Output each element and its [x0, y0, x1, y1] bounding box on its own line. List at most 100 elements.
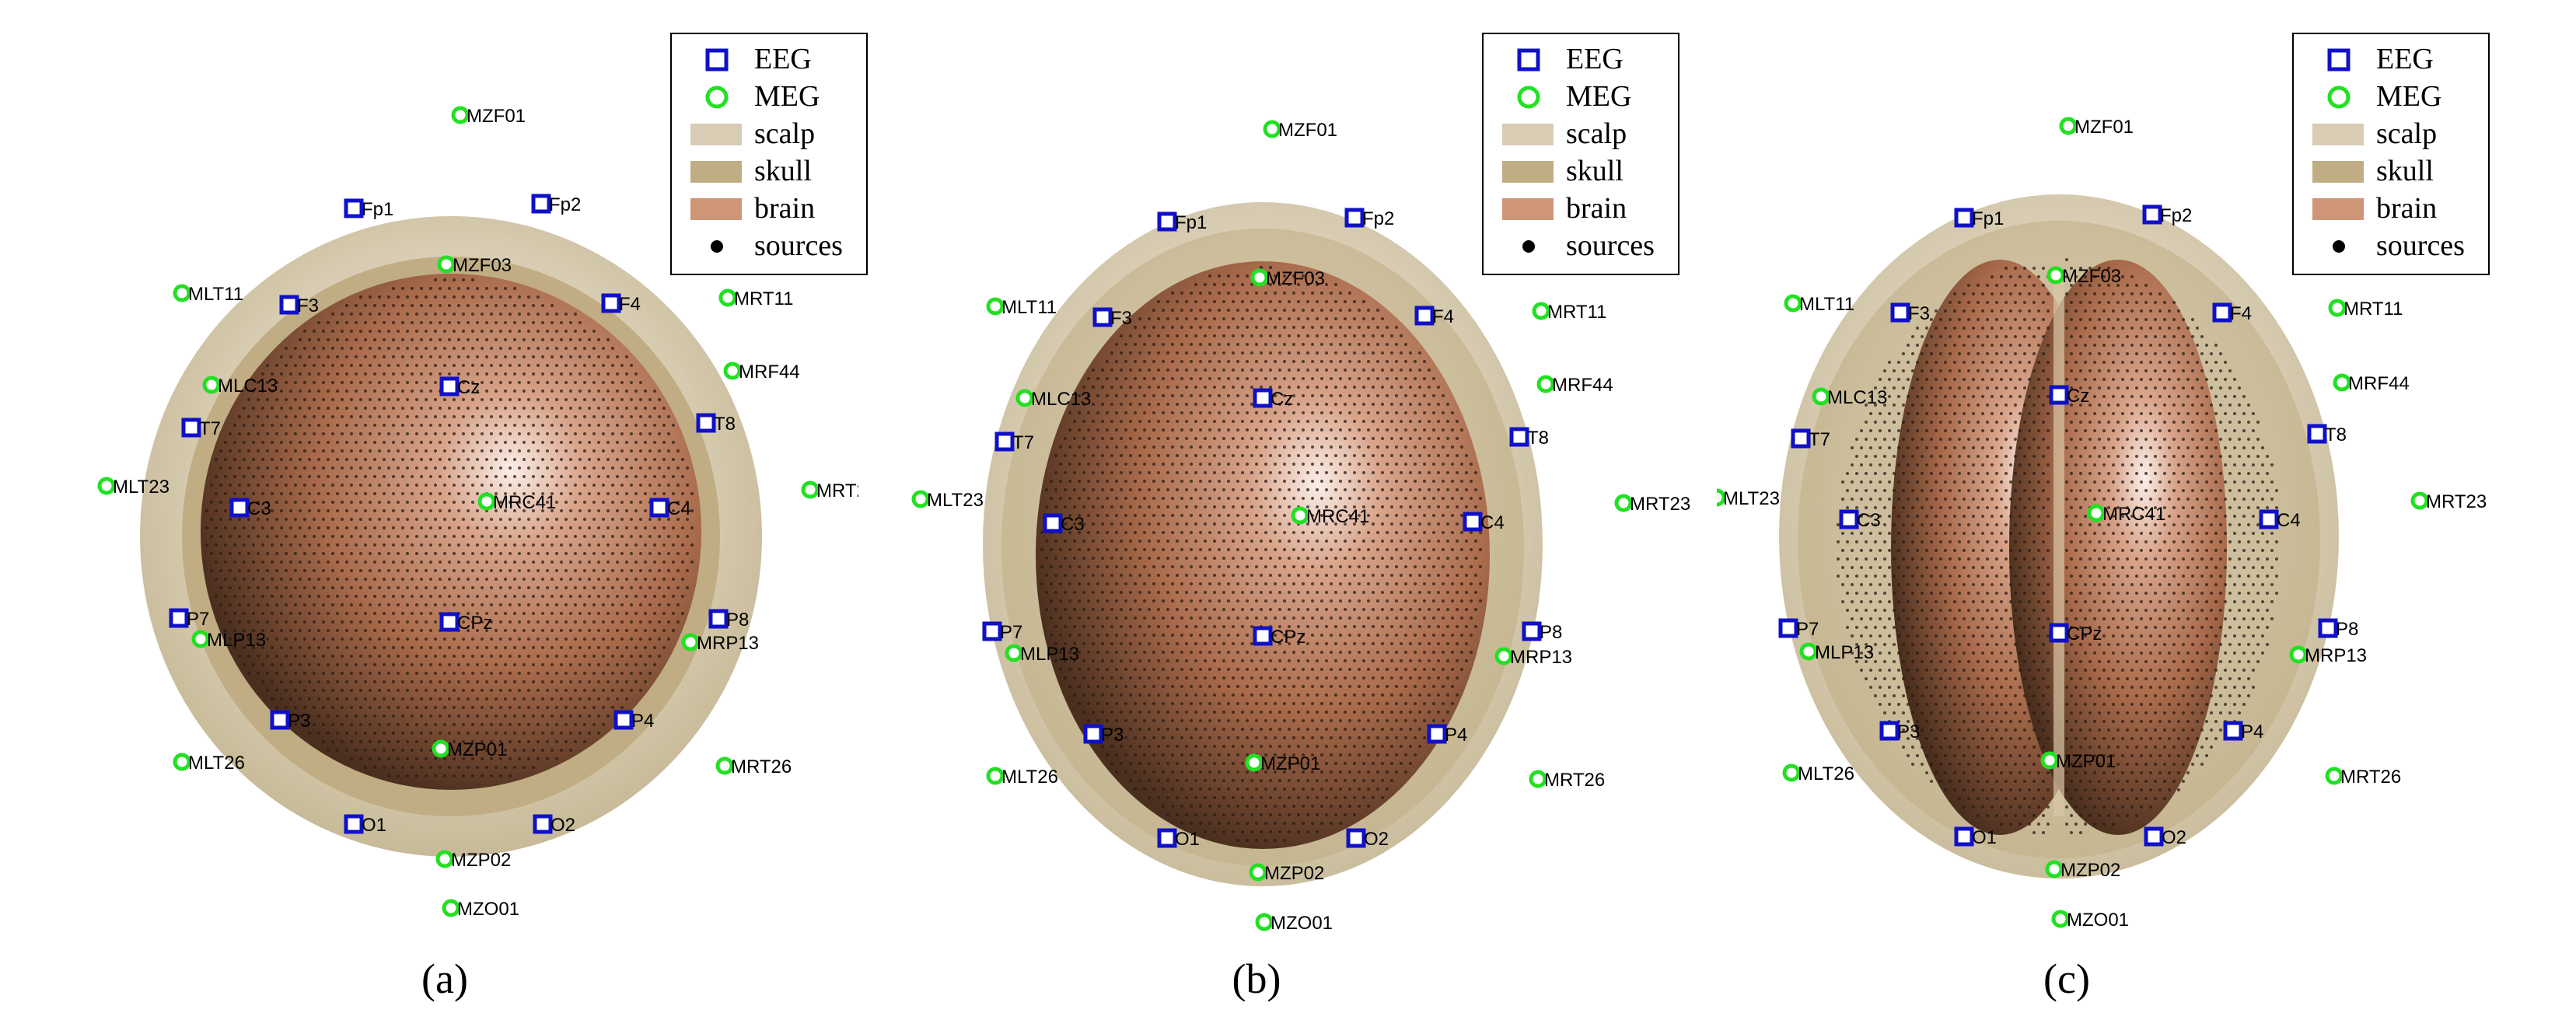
eeg-sensor-c4: C4 — [2259, 509, 2301, 531]
eeg-sensor-f3: F3 — [279, 295, 319, 316]
eeg-sensor-label: O1 — [362, 815, 386, 836]
eeg-sensor-label: O1 — [1175, 829, 1200, 850]
eeg-sensor-fp2: Fp2 — [531, 194, 581, 215]
eeg-sensor-label: C4 — [2277, 510, 2301, 531]
meg-sensor-mlt26: MLT26 — [986, 767, 1058, 788]
eeg-sensor-label: Cz — [457, 377, 480, 398]
legend-item-skull: skull — [2294, 154, 2488, 190]
legend-symbol-skull — [1502, 161, 1554, 183]
eeg-sensor-p3: P3 — [270, 710, 310, 732]
meg-sensor-mlt26: MLT26 — [1782, 763, 1854, 784]
meg-sensor-mlt23: MLT23 — [1717, 488, 1780, 509]
eeg-sensor-cpz: CPz — [439, 612, 492, 634]
meg-sensor-mrp13: MRP13 — [1494, 647, 1572, 668]
legend-item-eeg: EEG — [1484, 42, 1678, 78]
meg-sensor-mzo01: MZO01 — [2051, 910, 2129, 931]
meg-sensor-mrt26: MRT26 — [2325, 767, 2401, 788]
meg-sensor-label: MRT11 — [1547, 302, 1606, 323]
meg-sensor-mlp13: MLP13 — [191, 630, 266, 651]
meg-sensor-mzo01: MZO01 — [1255, 913, 1333, 934]
meg-sensor-label: MRF44 — [2348, 373, 2410, 394]
legend-label-eeg: EEG — [2376, 43, 2434, 75]
legend: EEG MEG scalp skull brain sources — [1482, 33, 1679, 275]
eeg-sensor-label: CPz — [457, 613, 492, 634]
meg-sensor-label: MLC13 — [218, 376, 278, 396]
legend-item-brain: brain — [2294, 191, 2488, 227]
legend-item-eeg: EEG — [672, 42, 866, 78]
meg-sensor-label: MRF44 — [739, 362, 800, 383]
meg-sensor-label: MZF01 — [467, 106, 526, 127]
brain-surface — [1036, 261, 1490, 849]
source-points — [205, 278, 694, 777]
meg-sensor-label: MRP13 — [2305, 645, 2367, 666]
meg-sensors: MZF01 MZF03 MLT11 MRT11 MRF44 MLC13 MLT23 MRT23… — [911, 120, 1690, 934]
eeg-sensor-c3: C3 — [1839, 509, 1881, 531]
legend-item-sources: sources — [672, 229, 866, 264]
legend-symbol-skull — [2312, 161, 2364, 183]
eeg-sensor-fp1: Fp1 — [344, 198, 393, 220]
meg-sensor-mrf44: MRF44 — [2333, 373, 2410, 394]
eeg-sensor-cpz: CPz — [1253, 626, 1305, 648]
legend-item-scalp: scalp — [2294, 117, 2488, 152]
eeg-sensor-o2: O2 — [1346, 828, 1389, 850]
meg-sensor-label: MLP13 — [207, 630, 266, 651]
eeg-sensor-label: Fp2 — [1362, 208, 1394, 229]
legend-symbol-meg — [2327, 86, 2351, 109]
meg-sensor-mlt26: MLT26 — [173, 753, 245, 774]
meg-sensor-mlt11: MLT11 — [1784, 294, 1854, 315]
meg-sensor-label: MRT11 — [734, 288, 793, 309]
eeg-sensor-label: T8 — [714, 414, 736, 435]
eeg-sensor-label: CPz — [1271, 627, 1305, 648]
eeg-sensor-label: O2 — [551, 815, 575, 836]
eeg-sensor-label: F3 — [297, 295, 319, 316]
eeg-sensor-o1: O1 — [1157, 828, 1200, 850]
meg-sensor-label: MLT26 — [1001, 767, 1058, 788]
legend-item-scalp: scalp — [1484, 117, 1678, 152]
meg-sensor-mlp13: MLP13 — [1005, 644, 1079, 665]
eeg-sensor-label: P8 — [2336, 619, 2358, 640]
meg-sensor-mrt11: MRT11 — [1532, 302, 1606, 323]
legend-symbol-skull — [690, 161, 742, 183]
meg-sensor-mzp01: MZP01 — [1245, 753, 1320, 774]
meg-sensor-label: MZP01 — [1260, 753, 1320, 774]
meg-sensor-mzp02: MZP02 — [2045, 860, 2120, 881]
eeg-sensors: Fp1 Fp2 F3 F4 T7 T8 C3 Cz C4 P7 P8 P3 P4 CPz O1 O2 — [982, 208, 1562, 850]
eeg-sensor-label: Fp2 — [549, 194, 581, 215]
eeg-sensor-c4: C4 — [1463, 512, 1505, 533]
eeg-sensor-label: Fp1 — [362, 199, 393, 220]
meg-sensor-mrc41: MRC41 — [2087, 504, 2165, 525]
legend-symbol-eeg — [1517, 48, 1540, 72]
eeg-sensors: Fp1 Fp2 F3 F4 T7 T8 C3 Cz C4 P7 P8 P3 P4 CPz O1 O2 — [1778, 204, 2358, 848]
meg-sensor-mlt11: MLT11 — [986, 297, 1057, 318]
eeg-sensor-label: F3 — [1110, 308, 1132, 329]
panel-caption: (b) — [1232, 955, 1281, 1002]
source-points — [1837, 258, 2278, 834]
meg-sensor-mrc41: MRC41 — [477, 492, 556, 513]
eeg-sensor-label: T7 — [1012, 432, 1034, 453]
eeg-sensor-p7: P7 — [1778, 618, 1819, 640]
legend-label-sources: sources — [2376, 229, 2465, 262]
meg-sensor-mzp01: MZP01 — [432, 739, 507, 760]
meg-sensors: MZF01 MZF03 MLT11 MRT11 MRF44 MLC13 MLT23 MRT23… — [1717, 117, 2487, 931]
eeg-sensor-f4: F4 — [2212, 302, 2252, 324]
legend-symbol-sources — [2333, 240, 2345, 253]
meg-sensor-label: MLT11 — [188, 284, 243, 305]
meg-sensor-label: MLC13 — [1031, 389, 1091, 410]
meg-sensor-mzp02: MZP02 — [435, 850, 511, 871]
legend-symbol-eeg — [2327, 48, 2351, 72]
eeg-sensor-label: O1 — [1972, 827, 1997, 848]
meg-sensor-label: MZP01 — [447, 739, 507, 760]
eeg-sensor-label: T7 — [1809, 429, 1830, 450]
eeg-sensor-label: Cz — [2067, 386, 2089, 407]
meg-sensor-label: MRP13 — [1510, 647, 1572, 668]
eeg-sensor-label: F4 — [619, 294, 641, 315]
meg-sensor-label: MZF01 — [1278, 120, 1337, 141]
meg-sensor-mrp13: MRP13 — [2289, 645, 2367, 666]
meg-sensor-mlc13: MLC13 — [1015, 389, 1091, 410]
eeg-sensor-label: P4 — [2241, 721, 2263, 742]
eeg-sensor-fp2: Fp2 — [2142, 204, 2192, 226]
eeg-sensor-p7: P7 — [169, 608, 209, 630]
legend-label-brain: brain — [754, 192, 816, 225]
